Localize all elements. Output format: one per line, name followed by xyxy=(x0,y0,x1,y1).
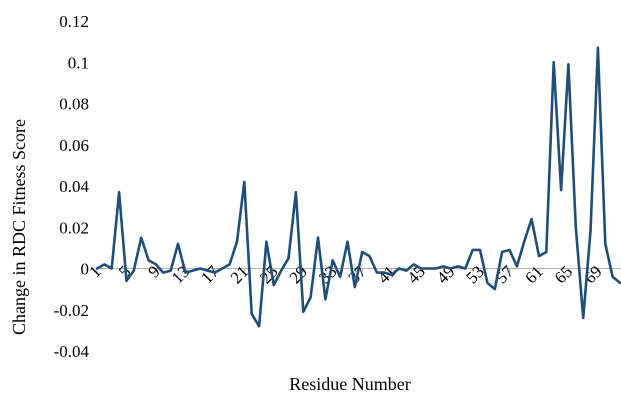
y-tick-label: 0.1 xyxy=(68,53,89,72)
x-tick-label: 61 xyxy=(521,262,546,287)
y-tick-label: -0.02 xyxy=(54,301,89,320)
x-tick-label: 17 xyxy=(197,262,223,288)
x-tick-label: 29 xyxy=(286,262,311,287)
x-axis-title: Residue Number xyxy=(289,374,410,393)
series-line xyxy=(95,46,621,328)
y-tick-label: 0.12 xyxy=(59,12,89,31)
y-tick-label: 0 xyxy=(81,260,90,279)
y-axis-title: Change in RDC Fitness Score xyxy=(9,119,29,335)
y-tick-label: -0.04 xyxy=(54,342,90,361)
y-tick-label: 0.08 xyxy=(59,95,89,114)
x-axis-ticks: 1 5 9 13 17 21 25 29 33 37 41 45 49 53 57 61 65 69 xyxy=(85,262,605,288)
y-tick-label: 0.02 xyxy=(59,218,89,237)
y-axis-ticks: -0.04 -0.02 0 0.02 0.04 0.06 0.08 0.1 0.12 xyxy=(54,12,90,361)
x-tick-label: 49 xyxy=(433,262,458,287)
y-tick-label: 0.04 xyxy=(59,177,89,196)
x-tick-label: 65 xyxy=(551,262,576,287)
x-tick-label: 69 xyxy=(580,262,605,287)
y-tick-label: 0.06 xyxy=(59,136,89,155)
